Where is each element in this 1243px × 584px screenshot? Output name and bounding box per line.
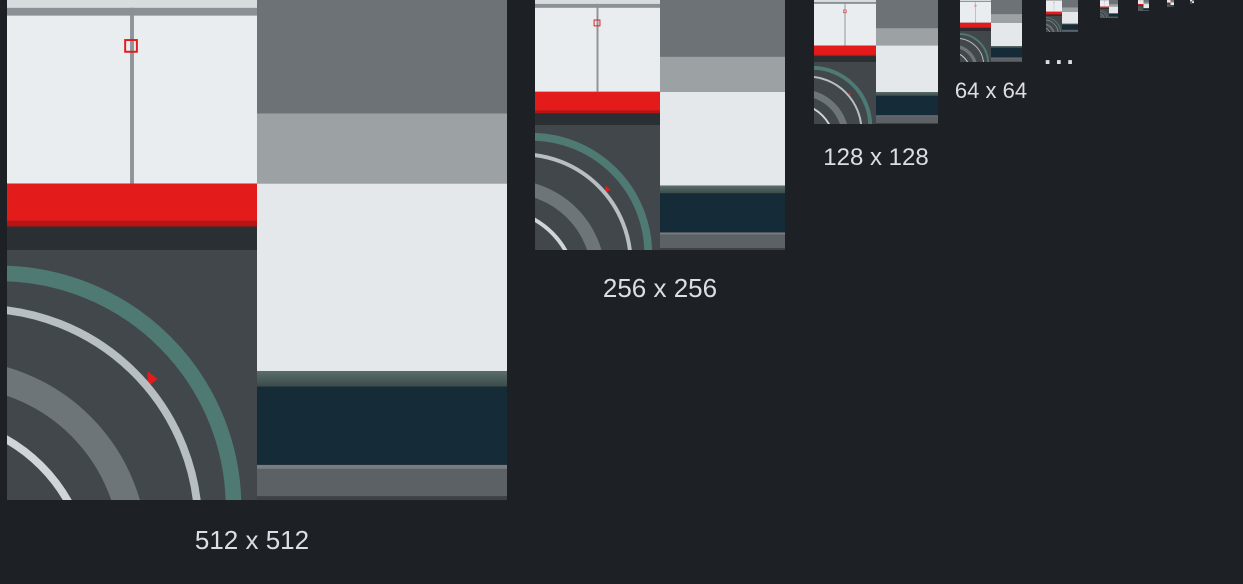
mip-size-label: 256 x 256	[603, 273, 717, 304]
mip-size-label: 512 x 512	[195, 525, 309, 556]
texture-thumbnail	[960, 0, 1022, 62]
mip-level	[1167, 0, 1174, 7]
mip-size-label: 128 x 128	[823, 144, 928, 172]
mip-level	[1046, 0, 1078, 32]
mip-level	[960, 0, 1022, 62]
mip-level	[1100, 0, 1118, 18]
texture-thumbnail	[7, 0, 507, 500]
mip-level	[1190, 0, 1194, 4]
mip-level	[535, 0, 785, 250]
mip-level	[814, 0, 938, 124]
mipmap-diagram: 512 x 512 256 x 256 128 x 128 64 x 64...	[0, 0, 1243, 584]
texture-thumbnail	[814, 0, 938, 124]
mip-level	[1138, 0, 1149, 11]
mip-size-label: 64 x 64	[955, 78, 1027, 104]
ellipsis-label: ...	[1044, 40, 1078, 71]
texture-thumbnail	[1167, 0, 1174, 7]
texture-thumbnail	[1190, 0, 1194, 4]
texture-thumbnail	[535, 0, 785, 250]
texture-thumbnail	[1100, 0, 1118, 18]
texture-thumbnail	[1046, 0, 1078, 32]
texture-thumbnail	[1138, 0, 1149, 11]
mip-level	[7, 0, 507, 500]
